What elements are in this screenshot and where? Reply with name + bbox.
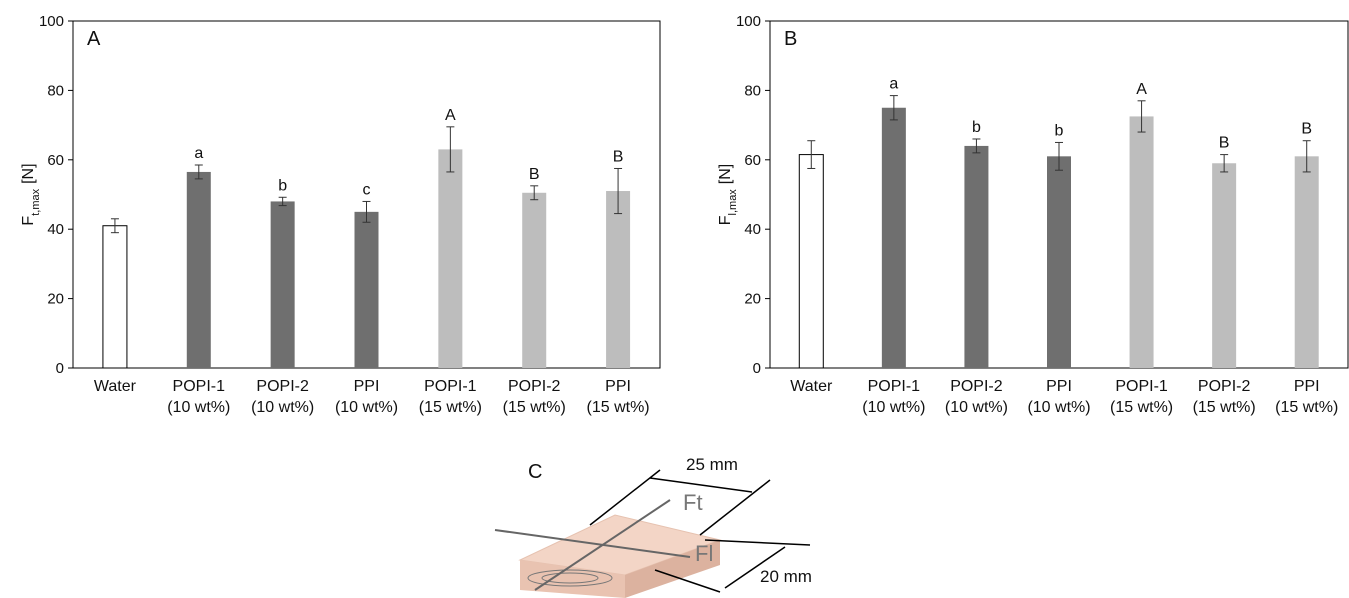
significance-letter: B [1219, 135, 1230, 152]
x-tick-label: (15 wt%) [503, 399, 566, 416]
bar [271, 201, 295, 368]
y-label-unit: [N] [717, 164, 734, 184]
y-tick-label: 0 [56, 360, 64, 377]
x-tick-label: POPI-1 [868, 378, 921, 395]
x-tick-label: PPI [354, 378, 380, 395]
significance-letter: A [445, 107, 456, 124]
bar [964, 146, 988, 368]
panel-label: C [528, 461, 542, 483]
significance-letter: b [278, 177, 287, 194]
significance-letter: B [1301, 121, 1312, 138]
x-tick-label: (10 wt%) [335, 399, 398, 416]
y-label-sub: t,max [30, 188, 42, 215]
dim-line [705, 540, 810, 545]
y-label-unit: [N] [20, 163, 37, 183]
x-tick-label: (15 wt%) [1193, 399, 1256, 416]
significance-letter: b [972, 119, 981, 136]
bar [1212, 163, 1236, 368]
x-tick-label: (10 wt%) [945, 399, 1008, 416]
bar [522, 193, 546, 368]
dim-line [590, 470, 660, 525]
bar [355, 212, 379, 368]
force-label: Fl [695, 541, 713, 566]
x-tick-label: (10 wt%) [862, 399, 925, 416]
x-tick-label: POPI-2 [508, 378, 561, 395]
y-tick-label: 20 [47, 291, 64, 308]
significance-letter: a [194, 145, 203, 162]
figure: C 25 mm 20 mm Ft Fl 0 20 40 60 80 100 Ft,max [N… [0, 0, 1349, 598]
bar [799, 155, 823, 368]
y-tick-label: 100 [39, 13, 64, 30]
significance-letter: c [363, 181, 371, 198]
panel-label: A [87, 28, 101, 50]
x-tick-label: (15 wt%) [1110, 399, 1173, 416]
y-axis-label: Ft,max [N] [20, 163, 42, 225]
force-label: Ft [683, 490, 703, 515]
bar [1130, 116, 1154, 368]
significance-letter: a [889, 76, 898, 93]
y-tick-label: 0 [753, 360, 761, 377]
diagram: C 25 mm 20 mm Ft Fl [495, 455, 812, 598]
significance-letter: B [529, 166, 540, 183]
significance-letter: A [1136, 81, 1147, 98]
y-tick-label: 40 [744, 221, 761, 238]
x-tick-label: (10 wt%) [1027, 399, 1090, 416]
y-tick-label: 60 [744, 152, 761, 169]
x-tick-label: PPI [1046, 378, 1072, 395]
x-tick-label: POPI-2 [950, 378, 1003, 395]
y-label-main: F [20, 216, 37, 226]
bar [1295, 156, 1319, 368]
x-tick-label: Water [790, 378, 833, 395]
significance-letter: b [1055, 122, 1064, 139]
y-axis-label: Fl,max [N] [717, 164, 739, 226]
y-tick-label: 100 [736, 13, 761, 30]
x-tick-label: POPI-1 [173, 378, 226, 395]
bar [187, 172, 211, 368]
y-tick-label: 80 [47, 82, 64, 99]
significance-letter: B [613, 148, 624, 165]
bar [882, 108, 906, 368]
y-label-sub: l,max [727, 189, 739, 216]
y-tick-label: 80 [744, 82, 761, 99]
y-tick-label: 40 [47, 221, 64, 238]
chart: 0 20 40 60 80 100 Ft,max [N] A Water POPI-1 (10 wt%… [20, 13, 660, 416]
bar [1047, 156, 1071, 368]
dim-line [700, 480, 770, 535]
y-label-main: F [717, 215, 734, 225]
y-tick-label: 20 [744, 291, 761, 308]
panel-label: B [784, 28, 797, 50]
x-tick-label: (15 wt%) [587, 399, 650, 416]
x-tick-label: POPI-1 [424, 378, 477, 395]
chart: 0 20 40 60 80 100 Fl,max [N] B Water POPI-1 (10 wt%… [717, 13, 1348, 416]
bar [438, 149, 462, 368]
x-tick-label: POPI-2 [1198, 378, 1251, 395]
x-tick-label: POPI-2 [256, 378, 309, 395]
x-tick-label: POPI-1 [1115, 378, 1168, 395]
x-tick-label: PPI [1294, 378, 1320, 395]
x-tick-label: (15 wt%) [419, 399, 482, 416]
dimension-label: 20 mm [760, 567, 812, 586]
bar [606, 191, 630, 368]
y-tick-label: 60 [47, 152, 64, 169]
dimension-label: 25 mm [686, 455, 738, 474]
bar [103, 226, 127, 368]
x-tick-label: (15 wt%) [1275, 399, 1338, 416]
x-tick-label: Water [94, 378, 137, 395]
x-tick-label: PPI [605, 378, 631, 395]
x-tick-label: (10 wt%) [251, 399, 314, 416]
x-tick-label: (10 wt%) [167, 399, 230, 416]
